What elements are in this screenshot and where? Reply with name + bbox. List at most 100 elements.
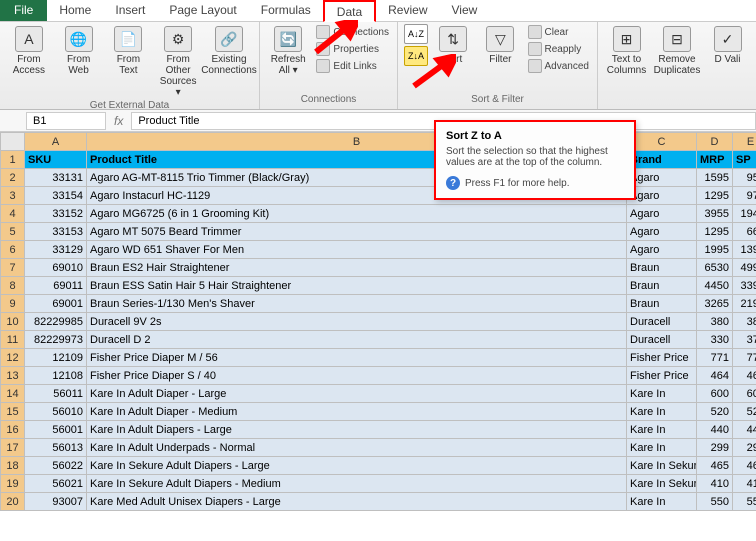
sort-az-button[interactable]: A↓Z [404, 24, 428, 44]
cell-E20[interactable]: 550 [733, 493, 756, 511]
cell-A20[interactable]: 93007 [25, 493, 87, 511]
cell-C13[interactable]: Fisher Price [627, 367, 697, 385]
cell-C11[interactable]: Duracell [627, 331, 697, 349]
cell-D3[interactable]: 1295 [697, 187, 733, 205]
cell-D7[interactable]: 6530 [697, 259, 733, 277]
cell-C17[interactable]: Kare In [627, 439, 697, 457]
table-row[interactable]: 4 33152 Agaro MG6725 (6 in 1 Grooming Ki… [1, 205, 756, 223]
cell-B19[interactable]: Kare In Sekure Adult Diapers - Medium [87, 475, 627, 493]
row-header-16[interactable]: 16 [1, 421, 25, 439]
row-header-17[interactable]: 17 [1, 439, 25, 457]
table-row[interactable]: 18 56022 Kare In Sekure Adult Diapers - … [1, 457, 756, 475]
cell-C8[interactable]: Braun [627, 277, 697, 295]
row-header-8[interactable]: 8 [1, 277, 25, 295]
cell-B11[interactable]: Duracell D 2 [87, 331, 627, 349]
advanced-button[interactable]: Advanced [526, 58, 591, 74]
row-header-13[interactable]: 13 [1, 367, 25, 385]
cell-C3[interactable]: Agaro [627, 187, 697, 205]
cell-D4[interactable]: 3955 [697, 205, 733, 223]
table-row[interactable]: 9 69001 Braun Series-1/130 Men's Shaver … [1, 295, 756, 313]
row-header-10[interactable]: 10 [1, 313, 25, 331]
cell-A7[interactable]: 69010 [25, 259, 87, 277]
row-header-3[interactable]: 3 [1, 187, 25, 205]
cell-C12[interactable]: Fisher Price [627, 349, 697, 367]
cell-E1[interactable]: SP [733, 151, 756, 169]
cell-D10[interactable]: 380 [697, 313, 733, 331]
cell-E19[interactable]: 410 [733, 475, 756, 493]
cell-E9[interactable]: 2199 [733, 295, 756, 313]
cell-B5[interactable]: Agaro MT 5075 Beard Trimmer [87, 223, 627, 241]
tab-formulas[interactable]: Formulas [249, 0, 323, 21]
cell-D5[interactable]: 1295 [697, 223, 733, 241]
table-row[interactable]: 3 33154 Agaro Instacurl HC-1129 Agaro 12… [1, 187, 756, 205]
cell-E6[interactable]: 1399 [733, 241, 756, 259]
table-row[interactable]: 7 69010 Braun ES2 Hair Straightener Brau… [1, 259, 756, 277]
from-web-button[interactable]: 🌐From Web [56, 24, 102, 78]
cell-D1[interactable]: MRP [697, 151, 733, 169]
cell-A6[interactable]: 33129 [25, 241, 87, 259]
column-header-C[interactable]: C [627, 133, 697, 151]
cell-A14[interactable]: 56011 [25, 385, 87, 403]
clear-button[interactable]: Clear [526, 24, 591, 40]
cell-E7[interactable]: 4999 [733, 259, 756, 277]
remove-duplicates-button[interactable]: ⊟Remove Duplicates [653, 24, 701, 78]
cell-D17[interactable]: 299 [697, 439, 733, 457]
cell-C16[interactable]: Kare In [627, 421, 697, 439]
cell-A3[interactable]: 33154 [25, 187, 87, 205]
cell-E12[interactable]: 771 [733, 349, 756, 367]
cell-A5[interactable]: 33153 [25, 223, 87, 241]
table-row[interactable]: 11 82229973 Duracell D 2 Duracell 330 37… [1, 331, 756, 349]
tab-review[interactable]: Review [376, 0, 439, 21]
cell-A15[interactable]: 56010 [25, 403, 87, 421]
column-header-A[interactable]: A [25, 133, 87, 151]
cell-A9[interactable]: 69001 [25, 295, 87, 313]
cell-D13[interactable]: 464 [697, 367, 733, 385]
table-row[interactable]: 17 56013 Kare In Adult Underpads - Norma… [1, 439, 756, 457]
cell-A1[interactable]: SKU [25, 151, 87, 169]
table-row[interactable]: 13 12108 Fisher Price Diaper S / 40 Fish… [1, 367, 756, 385]
edit-links-button[interactable]: Edit Links [314, 58, 391, 74]
cell-B16[interactable]: Kare In Adult Diapers - Large [87, 421, 627, 439]
row-header-18[interactable]: 18 [1, 457, 25, 475]
column-header-corner[interactable] [1, 133, 25, 151]
fx-icon[interactable]: fx [106, 114, 131, 128]
cell-C19[interactable]: Kare In Sekure [627, 475, 697, 493]
table-row[interactable]: 10 82229985 Duracell 9V 2s Duracell 380 … [1, 313, 756, 331]
cell-D20[interactable]: 550 [697, 493, 733, 511]
cell-A18[interactable]: 56022 [25, 457, 87, 475]
cell-E17[interactable]: 299 [733, 439, 756, 457]
cell-B13[interactable]: Fisher Price Diaper S / 40 [87, 367, 627, 385]
cell-D18[interactable]: 465 [697, 457, 733, 475]
table-row[interactable]: 6 33129 Agaro WD 651 Shaver For Men Agar… [1, 241, 756, 259]
cell-B4[interactable]: Agaro MG6725 (6 in 1 Grooming Kit) [87, 205, 627, 223]
reapply-button[interactable]: Reapply [526, 41, 591, 57]
cell-B17[interactable]: Kare In Adult Underpads - Normal [87, 439, 627, 457]
table-row[interactable]: 5 33153 Agaro MT 5075 Beard Trimmer Agar… [1, 223, 756, 241]
cell-A12[interactable]: 12109 [25, 349, 87, 367]
cell-B20[interactable]: Kare Med Adult Unisex Diapers - Large [87, 493, 627, 511]
table-row[interactable]: 2 33131 Agaro AG-MT-8115 Trio Timmer (Bl… [1, 169, 756, 187]
row-header-20[interactable]: 20 [1, 493, 25, 511]
column-header-E[interactable]: E [733, 133, 756, 151]
cell-C7[interactable]: Braun [627, 259, 697, 277]
row-header-15[interactable]: 15 [1, 403, 25, 421]
tab-file[interactable]: File [0, 0, 47, 21]
cell-A4[interactable]: 33152 [25, 205, 87, 223]
table-row[interactable]: 12 12109 Fisher Price Diaper M / 56 Fish… [1, 349, 756, 367]
cell-D15[interactable]: 520 [697, 403, 733, 421]
row-header-14[interactable]: 14 [1, 385, 25, 403]
row-header-4[interactable]: 4 [1, 205, 25, 223]
sort-button[interactable]: ⇅Sort [431, 24, 475, 67]
cell-D11[interactable]: 330 [697, 331, 733, 349]
cell-E3[interactable]: 971 [733, 187, 756, 205]
data-validation-button[interactable]: ✓D Vali [705, 24, 750, 67]
table-row[interactable]: 20 93007 Kare Med Adult Unisex Diapers -… [1, 493, 756, 511]
cell-A2[interactable]: 33131 [25, 169, 87, 187]
cell-C1[interactable]: Brand [627, 151, 697, 169]
filter-button[interactable]: ▽Filter [478, 24, 522, 67]
cell-C9[interactable]: Braun [627, 295, 697, 313]
cell-A10[interactable]: 82229985 [25, 313, 87, 331]
row-header-2[interactable]: 2 [1, 169, 25, 187]
table-row[interactable]: 8 69011 Braun ESS Satin Hair 5 Hair Stra… [1, 277, 756, 295]
cell-E13[interactable]: 464 [733, 367, 756, 385]
